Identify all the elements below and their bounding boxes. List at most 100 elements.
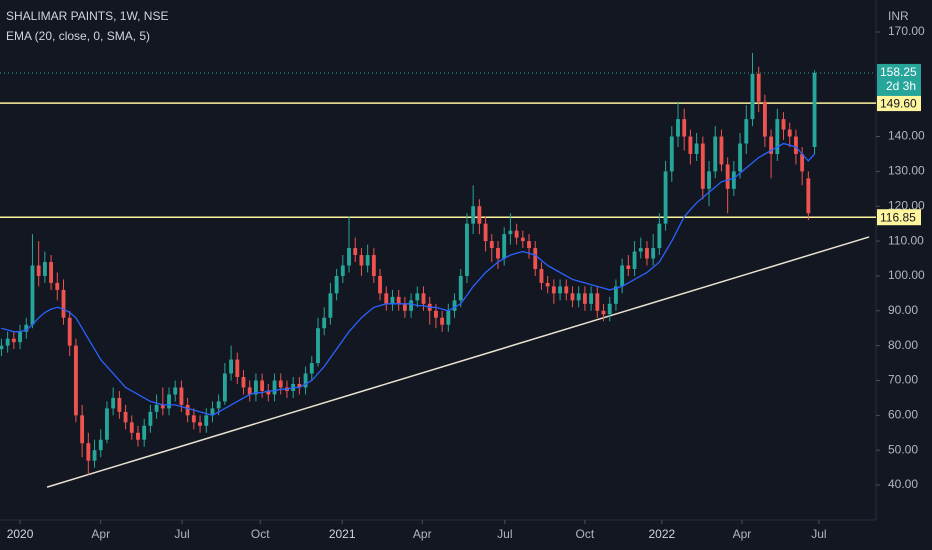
- last-price-label-bg: [877, 63, 921, 96]
- candle-body: [61, 289, 66, 318]
- candle-body: [266, 390, 271, 395]
- candle-body: [18, 331, 22, 343]
- candle-body: [390, 296, 395, 304]
- candle-body: [160, 404, 165, 409]
- y-tick-label: 100.00: [888, 268, 925, 282]
- candle-body: [558, 286, 562, 294]
- last-price-label: 158.25: [880, 65, 917, 79]
- candle-body: [812, 72, 817, 147]
- candle-body: [328, 293, 333, 318]
- x-tick-label: Apr: [733, 527, 752, 541]
- candle-body: [657, 223, 662, 249]
- candle-body: [750, 73, 755, 120]
- candle-body: [210, 408, 215, 416]
- candle-body: [365, 255, 370, 266]
- candle-body: [86, 443, 91, 461]
- candle-body: [595, 293, 600, 311]
- candle-body: [30, 265, 35, 325]
- candle-body: [309, 363, 314, 374]
- x-tick-label: Apr: [91, 527, 110, 541]
- candle-body: [564, 286, 569, 294]
- candle-body: [483, 223, 488, 242]
- candle-body: [11, 338, 16, 343]
- level-label: 149.60: [880, 96, 917, 110]
- candle-body: [173, 387, 178, 395]
- candle-body: [0, 345, 4, 350]
- candle-body: [421, 293, 426, 304]
- candle-body: [651, 248, 656, 259]
- candle-body: [688, 136, 693, 154]
- candle-body: [303, 373, 308, 388]
- candle-body: [253, 380, 258, 395]
- candle-body: [49, 262, 54, 283]
- candle-body: [527, 241, 531, 249]
- candle-body: [111, 397, 116, 409]
- candle-body: [179, 387, 184, 405]
- candle-body: [446, 310, 451, 325]
- candle-body: [676, 119, 680, 137]
- ema-line: [1, 142, 816, 416]
- candle-body: [607, 303, 612, 315]
- candle-body: [347, 248, 351, 266]
- y-tick-label: 110.00: [888, 233, 924, 247]
- currency: INR: [888, 9, 909, 23]
- trendline: [46, 236, 870, 488]
- x-tick-label: Jul: [497, 527, 512, 541]
- candle-body: [5, 338, 10, 346]
- candle-body: [700, 143, 705, 189]
- candle-body: [614, 286, 618, 304]
- candle-body: [136, 432, 140, 440]
- candle-body: [458, 275, 463, 301]
- candle-body: [601, 310, 606, 315]
- candle-body: [98, 439, 103, 451]
- y-tick-label: 130.00: [888, 164, 925, 178]
- candle-body: [67, 317, 72, 346]
- candle-body: [762, 101, 767, 137]
- y-tick-label: 170.00: [888, 24, 925, 38]
- candle-body: [297, 383, 302, 388]
- candle-body: [191, 415, 196, 423]
- candle-body: [322, 317, 327, 329]
- candle-body: [359, 255, 364, 266]
- candle-body: [371, 255, 376, 276]
- candle-body: [396, 296, 401, 304]
- candle-body: [570, 293, 575, 301]
- candle-body: [378, 275, 382, 294]
- candle-body: [36, 265, 41, 276]
- candle-body: [440, 317, 445, 325]
- candle-body: [55, 282, 60, 290]
- candle-body: [334, 275, 339, 294]
- candle-body: [719, 136, 724, 165]
- candle-body: [502, 234, 507, 259]
- candle-body: [632, 251, 637, 269]
- candle-body: [496, 248, 500, 259]
- level-label: 116.85: [880, 210, 916, 224]
- x-tick-label: 2020: [7, 527, 34, 541]
- y-tick-label: 140.00: [888, 129, 925, 143]
- candle-body: [775, 119, 780, 154]
- candle-body: [508, 230, 513, 235]
- candle-body: [42, 262, 47, 276]
- x-tick-label: 2021: [329, 527, 356, 541]
- candle-body: [353, 248, 358, 256]
- candle-body: [520, 237, 525, 242]
- candle-body: [707, 171, 711, 189]
- candle-body: [316, 328, 320, 364]
- candle-body: [222, 373, 227, 402]
- candle-body: [241, 377, 246, 388]
- candle-body: [340, 265, 345, 276]
- candle-body: [142, 425, 147, 440]
- y-tick-label: 60.00: [888, 408, 918, 422]
- candle-body: [167, 394, 171, 409]
- candle-body: [582, 293, 587, 304]
- candle-body: [148, 411, 153, 426]
- indicator-label: EMA (20, close, 0, SMA, 5): [6, 29, 150, 43]
- candle-body: [247, 387, 252, 395]
- candle-body: [713, 136, 718, 172]
- candle-body: [105, 408, 109, 440]
- x-tick-label: 2022: [649, 527, 676, 541]
- candle-body: [539, 268, 544, 283]
- candle-body: [545, 282, 550, 287]
- candle-body: [669, 136, 674, 172]
